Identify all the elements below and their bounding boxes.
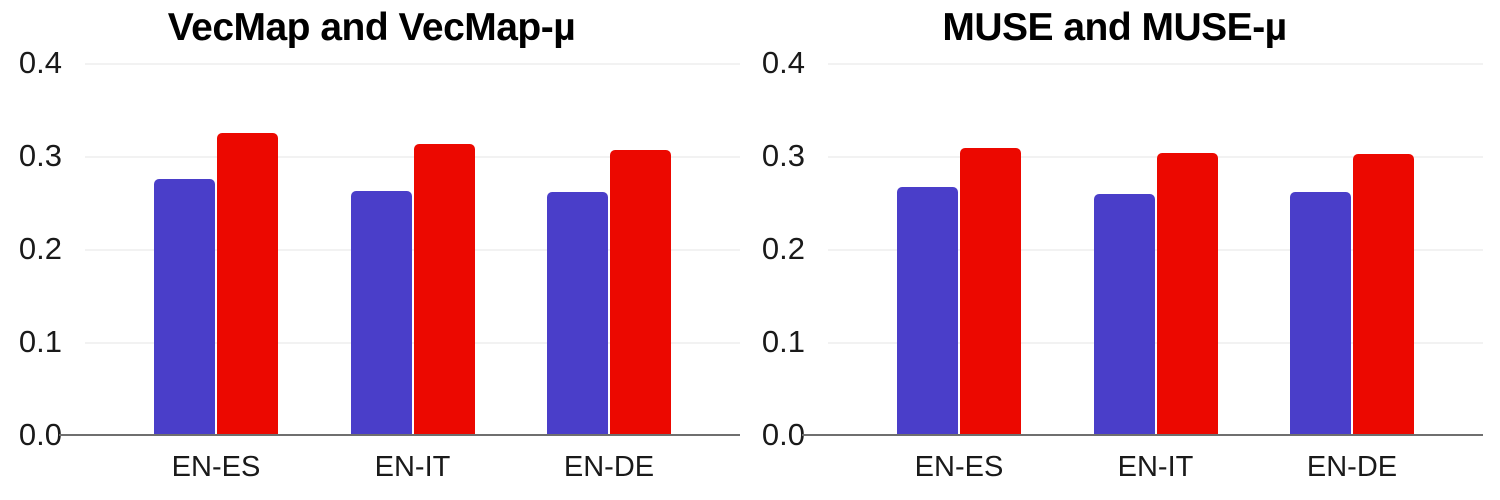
x-tick-label: EN-DE xyxy=(563,451,655,483)
bar-muse-mu-en-es xyxy=(960,147,1021,435)
gridline-0-1 xyxy=(85,342,740,344)
bar-vecmap-mu-en-de xyxy=(610,150,671,435)
x-axis-labels: EN-ES EN-IT EN-DE xyxy=(85,451,740,491)
bars-group xyxy=(85,63,740,435)
x-axis-line xyxy=(802,433,1483,436)
chart-title: MUSE and MUSE-µ xyxy=(942,6,1287,49)
bars-group xyxy=(828,63,1483,435)
bar-muse-mu-en-it xyxy=(1156,153,1218,435)
bar-vecmap-mu-en-it xyxy=(413,143,475,435)
y-tick-label: 0.1 xyxy=(761,324,805,359)
x-tick-label: EN-DE xyxy=(1306,451,1398,483)
chart-muse: MUSE and MUSE-µ 0.4 0.3 0.2 0.1 0.0 EN-E… xyxy=(743,0,1486,500)
bar-muse-en-es xyxy=(897,186,958,435)
bar-muse-mu-en-de xyxy=(1353,154,1414,435)
bar-vecmap-en-it xyxy=(350,191,412,435)
bar-muse-en-de xyxy=(1290,192,1351,435)
y-tick-label: 0.2 xyxy=(761,231,805,266)
y-tick-label: 0.0 xyxy=(761,417,805,452)
gridline-0-3 xyxy=(828,156,1483,158)
chart-title: VecMap and VecMap-µ xyxy=(167,6,576,49)
x-tick-label: EN-ES xyxy=(171,451,261,483)
bar-vecmap-en-de xyxy=(547,192,608,435)
y-tick-label: 0.3 xyxy=(18,138,62,173)
x-tick-label: EN-ES xyxy=(914,451,1004,483)
gridline-0-3 xyxy=(85,156,740,158)
y-tick-label: 0.4 xyxy=(18,45,62,80)
gridline-0-1 xyxy=(828,342,1483,344)
gridline-0-4 xyxy=(85,63,740,65)
x-axis-line xyxy=(59,433,740,436)
bar-vecmap-en-es xyxy=(154,179,215,435)
x-axis-labels: EN-ES EN-IT EN-DE xyxy=(828,451,1483,491)
bar-vecmap-mu-en-es xyxy=(217,132,278,435)
y-tick-label: 0.4 xyxy=(761,45,805,80)
bar-muse-en-it xyxy=(1093,194,1155,435)
x-tick-label: EN-IT xyxy=(1117,451,1194,483)
plot-area xyxy=(802,63,1483,436)
y-tick-label: 0.3 xyxy=(761,138,805,173)
gridline-0-2 xyxy=(85,249,740,251)
y-tick-label: 0.0 xyxy=(18,417,62,452)
plot-area xyxy=(59,63,740,436)
y-tick-label: 0.1 xyxy=(18,324,62,359)
gridline-0-2 xyxy=(828,249,1483,251)
chart-vecmap: VecMap and VecMap-µ 0.4 0.3 0.2 0.1 0.0 … xyxy=(0,0,743,500)
x-tick-label: EN-IT xyxy=(374,451,451,483)
gridline-0-4 xyxy=(828,63,1483,65)
y-tick-label: 0.2 xyxy=(18,231,62,266)
